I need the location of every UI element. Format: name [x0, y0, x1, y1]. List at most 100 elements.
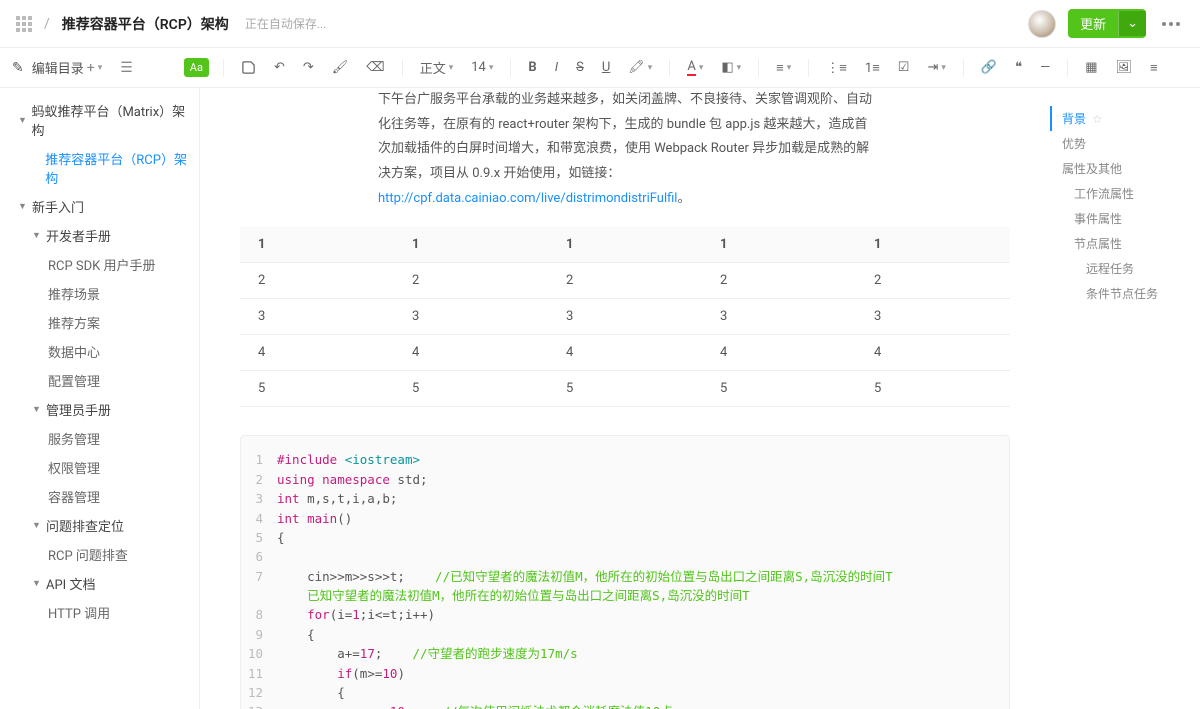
tree-item-dev-manual[interactable]: ▼开发者手册	[0, 221, 199, 250]
tree-item-rcp-troubleshoot[interactable]: RCP 问题排查	[0, 540, 199, 569]
code-line: 2using namespace std;	[241, 470, 1009, 489]
table-cell: 2	[548, 263, 702, 299]
rn-workflow[interactable]: 工作流属性	[1050, 181, 1184, 206]
tree-item-troubleshoot[interactable]: ▼问题排查定位	[0, 511, 199, 540]
tree-item-api[interactable]: ▼API 文档	[0, 569, 199, 598]
code-line: 6	[241, 547, 1009, 566]
table-cell: 3	[702, 299, 856, 335]
bg-color-icon[interactable]: ◧▾	[718, 58, 744, 77]
table-header: 1	[394, 227, 548, 263]
rn-node[interactable]: 节点属性	[1050, 231, 1184, 256]
rn-remote-task[interactable]: 远程任务	[1050, 256, 1184, 281]
table-icon[interactable]: ▦	[1082, 58, 1100, 77]
highlight-icon[interactable]: 🖍▾	[625, 58, 655, 77]
format-paint-icon[interactable]: 🖌	[329, 58, 352, 77]
topbar: / 推荐容器平台（RCP）架构 正在自动保存... 更新 ⌄	[0, 0, 1200, 48]
code-line: 3int m,s,t,i,a,b;	[241, 489, 1009, 508]
tree-item-service[interactable]: 服务管理	[0, 424, 199, 453]
number-list-icon[interactable]: 1≡	[862, 58, 883, 78]
data-table: 11111 22222333334444455555	[240, 227, 1010, 407]
bullet-list-icon[interactable]: ⋮≡	[823, 58, 850, 78]
code-line: 7 cin>>m>>s>>t; //已知守望者的魔法初值M，他所在的初始位置与岛…	[241, 567, 1009, 586]
link-icon[interactable]: 🔗	[978, 58, 1000, 77]
table-cell: 5	[856, 371, 1010, 407]
toc-icon[interactable]: ≡	[1147, 58, 1161, 78]
star-icon[interactable]: ☆	[1092, 112, 1103, 126]
italic-icon[interactable]: I	[552, 58, 561, 77]
code-line: 1#include <iostream>	[241, 450, 1009, 469]
saving-status: 正在自动保存...	[245, 15, 327, 32]
rn-attributes[interactable]: 属性及其他	[1050, 156, 1184, 181]
tree-item-http[interactable]: HTTP 调用	[0, 598, 199, 627]
table-cell: 5	[394, 371, 548, 407]
intro-link[interactable]: http://cpf.data.cainiao.com/live/distrim…	[378, 191, 677, 206]
hr-icon[interactable]: —	[1037, 58, 1053, 77]
font-color-icon[interactable]: A▾	[684, 57, 706, 78]
redo-icon[interactable]: ↷	[300, 58, 317, 77]
bold-icon[interactable]: B	[525, 58, 539, 77]
table-header: 1	[548, 227, 702, 263]
table-cell: 4	[702, 335, 856, 371]
toolbar-main: Aa ↶ ↷ 🖌 ⌫ 正文▾ 14▾ B I S U 🖍▾ A▾ ◧▾	[176, 56, 1188, 79]
edit-directory-label: 编辑目录	[32, 58, 84, 77]
apps-icon[interactable]	[16, 16, 32, 32]
code-line: 13 m-=10; //每次使用闪烁法术都会消耗魔法值10点	[241, 702, 1009, 709]
align-icon[interactable]: ≡▾	[773, 58, 794, 78]
update-caret-icon[interactable]: ⌄	[1118, 11, 1146, 36]
tree-item-matrix[interactable]: ▼蚂蚁推荐平台（Matrix）架构	[0, 96, 199, 144]
more-icon[interactable]	[1158, 18, 1184, 30]
table-cell: 5	[548, 371, 702, 407]
tree-item-sdk[interactable]: RCP SDK 用户手册	[0, 250, 199, 279]
main-content: 下午台广服务平台承载的业务越来越多，如关闭盖牌、不良接待、关家管调观阶、自动化往…	[200, 88, 1050, 709]
code-block: 1#include <iostream>2using namespace std…	[240, 435, 1010, 709]
clear-format-icon[interactable]: ⌫	[363, 58, 387, 77]
list-toggle-icon[interactable]: ☰	[117, 58, 136, 78]
table-cell: 3	[856, 299, 1010, 335]
right-nav: 背景☆ 优势 属性及其他 工作流属性 事件属性 节点属性 远程任务 条件节点任务	[1050, 88, 1200, 709]
checklist-icon[interactable]: ☑	[895, 58, 913, 77]
tree-item-permission[interactable]: 权限管理	[0, 453, 199, 482]
quote-icon[interactable]: ❝	[1012, 58, 1025, 77]
format-highlight[interactable]: Aa	[184, 58, 209, 77]
table-cell: 5	[240, 371, 394, 407]
toolbar: ✎ 编辑目录 +▾ ☰ Aa ↶ ↷ 🖌 ⌫ 正文▾ 14▾ B I S U 🖍…	[0, 48, 1200, 88]
tree-item-rcp[interactable]: 推荐容器平台（RCP）架构	[0, 144, 199, 192]
tree-item-container[interactable]: 容器管理	[0, 482, 199, 511]
code-line: 10 a+=17; //守望者的跑步速度为17m/s	[241, 644, 1009, 663]
doc-title: 推荐容器平台（RCP）架构	[62, 14, 229, 34]
paragraph-style[interactable]: 正文▾	[417, 56, 457, 79]
table-header: 1	[856, 227, 1010, 263]
tree-item-getting-started[interactable]: ▼新手入门	[0, 192, 199, 221]
tree-item-scene[interactable]: 推荐场景	[0, 279, 199, 308]
add-page-icon[interactable]: +▾	[84, 58, 105, 78]
code-line: 5{	[241, 528, 1009, 547]
edit-directory[interactable]: ✎ 编辑目录	[12, 58, 84, 77]
strikethrough-icon[interactable]: S	[573, 58, 587, 77]
underline-icon[interactable]: U	[599, 58, 613, 77]
avatar[interactable]	[1028, 10, 1056, 38]
table-cell: 4	[548, 335, 702, 371]
code-line: 8 for(i=1;i<=t;i++)	[241, 605, 1009, 624]
undo-icon[interactable]: ↶	[271, 58, 288, 77]
tree-item-config[interactable]: 配置管理	[0, 366, 199, 395]
rn-cond-task[interactable]: 条件节点任务	[1050, 281, 1184, 306]
table-cell: 2	[394, 263, 548, 299]
save-icon[interactable]	[238, 58, 259, 77]
tree-item-plan[interactable]: 推荐方案	[0, 308, 199, 337]
table-cell: 3	[394, 299, 548, 335]
indent-icon[interactable]: ⇥▾	[924, 58, 948, 77]
code-line: 12 {	[241, 683, 1009, 702]
code-line: 9 {	[241, 625, 1009, 644]
font-size[interactable]: 14▾	[468, 58, 496, 77]
rn-advantage[interactable]: 优势	[1050, 131, 1184, 156]
table-row: 55555	[240, 371, 1010, 407]
image-icon[interactable]: 🖼	[1113, 58, 1136, 77]
tree-item-admin-manual[interactable]: ▼管理员手册	[0, 395, 199, 424]
rn-background[interactable]: 背景☆	[1050, 106, 1184, 131]
update-button[interactable]: 更新 ⌄	[1068, 9, 1146, 38]
rn-event[interactable]: 事件属性	[1050, 206, 1184, 231]
table-cell: 5	[702, 371, 856, 407]
sidebar: ▼蚂蚁推荐平台（Matrix）架构 推荐容器平台（RCP）架构 ▼新手入门 ▼开…	[0, 88, 200, 709]
table-cell: 2	[240, 263, 394, 299]
tree-item-datacenter[interactable]: 数据中心	[0, 337, 199, 366]
